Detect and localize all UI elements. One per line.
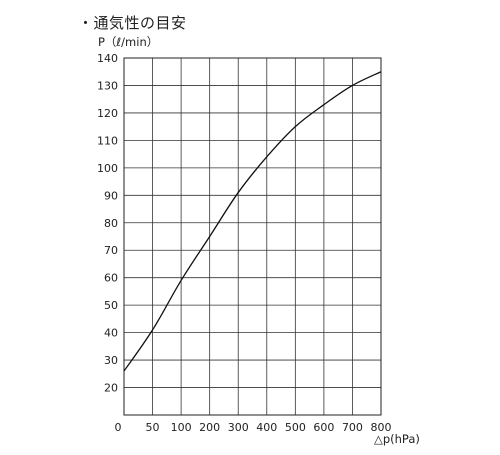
x-tick-label: 300 xyxy=(228,421,249,434)
x-tick-label: 100 xyxy=(171,421,192,434)
x-tick-label: 200 xyxy=(199,421,220,434)
plot-frame xyxy=(123,57,382,416)
y-tick-label: 30 xyxy=(104,354,118,367)
y-tick-label: 90 xyxy=(104,189,118,202)
y-tick-label: 70 xyxy=(104,244,118,257)
y-tick-labels: 20 30 40 50 60 70 80 90 100 110 120 130 140 xyxy=(97,52,118,395)
x-tick-labels: 0 50 100 200 300 400 500 600 700 800 xyxy=(115,421,392,434)
y-tick-label: 60 xyxy=(104,272,118,285)
x-tick-label: 800 xyxy=(371,421,392,434)
x-tick-label: 400 xyxy=(256,421,277,434)
y-tick-label: 40 xyxy=(104,327,118,340)
x-tick-label: 500 xyxy=(285,421,306,434)
x-axis-label: △p(hPa) xyxy=(374,432,420,446)
y-tick-label: 130 xyxy=(97,79,118,92)
y-axis-label: P（ℓ/min） xyxy=(98,35,159,49)
y-tick-label: 120 xyxy=(97,107,118,120)
grid-lines xyxy=(124,58,381,415)
y-tick-label: 110 xyxy=(97,134,118,147)
y-tick-label: 140 xyxy=(97,52,118,65)
series-line xyxy=(123,71,382,372)
y-tick-label: 100 xyxy=(97,162,118,175)
y-tick-label: 80 xyxy=(104,217,118,230)
series-group xyxy=(123,71,382,372)
y-tick-label: 50 xyxy=(104,299,118,312)
x-tick-label: 0 xyxy=(115,421,122,434)
chart-title: ・通気性の目安 xyxy=(78,14,187,32)
x-tick-label: 600 xyxy=(313,421,334,434)
x-tick-label: 50 xyxy=(146,421,160,434)
y-tick-label: 20 xyxy=(104,382,118,395)
x-tick-label: 700 xyxy=(342,421,363,434)
